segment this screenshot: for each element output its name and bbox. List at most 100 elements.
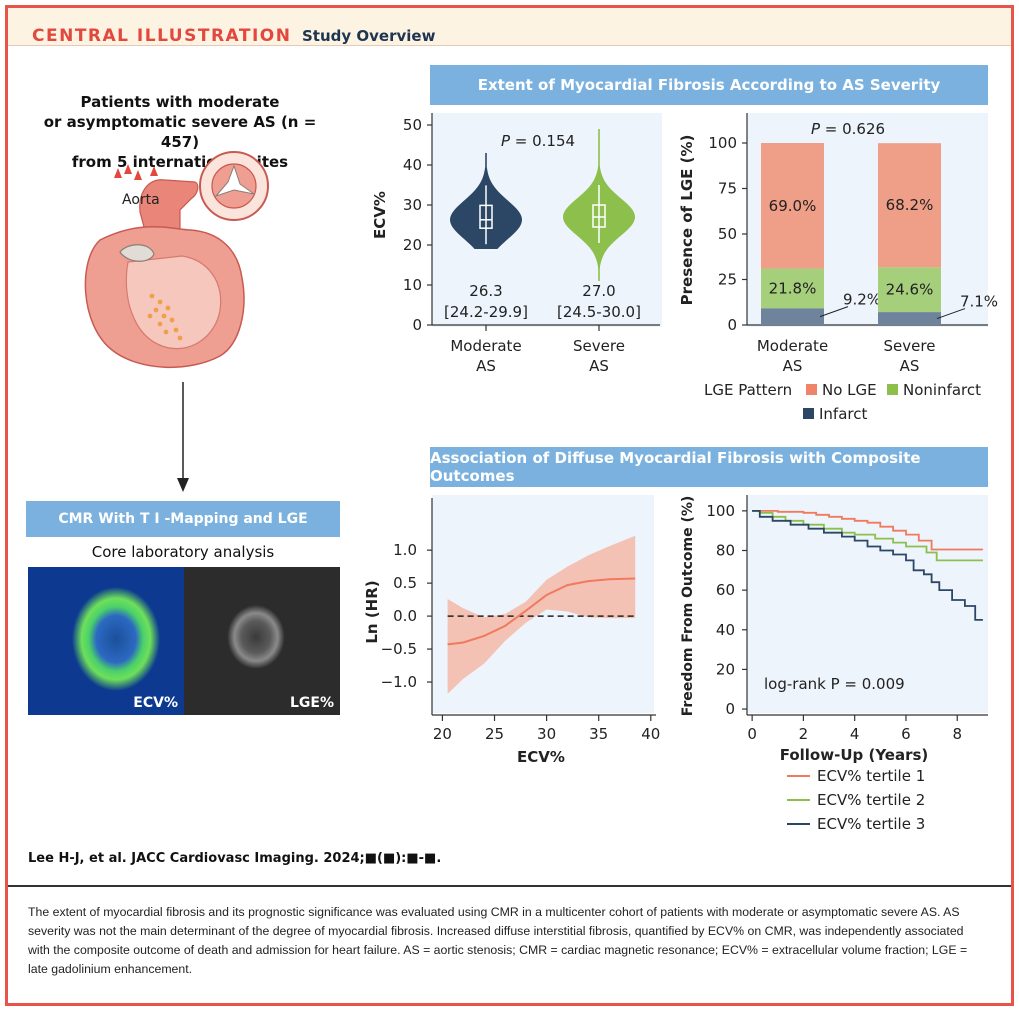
y-tick-label: 0.0 [393, 607, 417, 625]
bar-segment-noninfarct [761, 268, 824, 309]
y-tick-label: 20 [716, 660, 735, 678]
x-tick-label: 4 [850, 725, 860, 743]
x-tick-label: Moderate [450, 337, 521, 355]
aortic-valve-inset [199, 151, 269, 221]
y-axis-label: Freedom From Outcome (%) [680, 496, 696, 717]
cmr-title-bar: CMR With T I -Mapping and LGE [26, 501, 340, 537]
y-tick-label: 40 [403, 156, 422, 174]
y-tick-label: 50 [718, 225, 737, 243]
y-tick-label: −0.5 [381, 640, 417, 658]
ecv-image-label: ECV% [133, 695, 178, 711]
y-tick-label: 25 [718, 271, 737, 289]
bar-value-label: 7.1% [960, 293, 998, 311]
header-subtitle: Study Overview [302, 27, 436, 45]
y-tick-label: 0 [412, 316, 422, 334]
lge-image: LGE% [184, 567, 340, 715]
y-tick-label: 10 [403, 276, 422, 294]
patients-text: Patients with moderate or asymptomatic s… [40, 92, 320, 172]
hazard-ratio-line [447, 577, 636, 646]
outcomes-section-title: Association of Diffuse Myocardial Fibros… [430, 447, 988, 487]
y-tick-label: 80 [716, 541, 735, 559]
aorta-label: Aorta [122, 192, 160, 208]
bar-label-leader [936, 308, 966, 320]
header-bar: CENTRAL ILLUSTRATION Study Overview [8, 8, 1011, 46]
bar-segment-infarct [878, 312, 941, 325]
header-title: CENTRAL ILLUSTRATION [32, 26, 292, 46]
legend-label: No LGE [822, 381, 877, 399]
citation: Lee H-J, et al. JACC Cardiovasc Imaging.… [28, 851, 442, 866]
y-axis-label: ECV% [371, 191, 389, 239]
x-tick-label: 8 [952, 725, 962, 743]
spline-chart: −1.0 −0.5 0.0 0.5 1.0 20 25 30 35 40 ECV% Ln (HR) [363, 498, 660, 766]
p-value-label: P = 0.626 [811, 120, 885, 138]
x-tick-label: 25 [485, 725, 504, 743]
y-tick-label: 0 [725, 700, 735, 718]
y-tick-label: 20 [403, 236, 422, 254]
violin-iqr-label: [24.5-30.0] [557, 303, 641, 321]
y-tick-label: 40 [716, 621, 735, 639]
km-line-ecv-tertile-1 [752, 510, 983, 551]
x-tick-label: 30 [537, 725, 556, 743]
x-tick-label: 35 [589, 725, 608, 743]
bar-segment-no-lge [878, 143, 941, 268]
stacked-bar-chart: 0 25 50 75 100 Presence of LGE (%) P = 0.626 9.… [678, 113, 998, 423]
x-tick-label: AS [900, 357, 920, 375]
bar-value-label: 9.2% [843, 291, 881, 309]
ventricle-wall [125, 255, 222, 350]
bar-value-label: 24.6% [886, 281, 934, 299]
legend-swatch [806, 384, 817, 395]
x-tick-label: AS [476, 357, 496, 375]
legend-label: Infarct [819, 405, 867, 423]
flow-arrow [177, 382, 189, 492]
y-tick-label: 75 [718, 180, 737, 198]
lge-image-label: LGE% [289, 695, 334, 711]
x-tick-label: 20 [433, 725, 452, 743]
y-axis-label: Ln (HR) [363, 580, 381, 643]
valve-shape [119, 244, 155, 262]
bar-label-leader [819, 306, 849, 318]
core-lab-text: Core laboratory analysis [91, 543, 275, 561]
x-tick-label: 6 [901, 725, 911, 743]
y-tick-label: 0 [727, 316, 737, 334]
violin-median-label: 26.3 [469, 282, 502, 300]
y-tick-label: 1.0 [393, 541, 417, 559]
legend-label: ECV% tertile 3 [817, 815, 925, 833]
x-tick-label: 40 [641, 725, 660, 743]
x-tick-label: AS [589, 357, 609, 375]
illustration-frame [5, 5, 1014, 1006]
violin-box [592, 204, 606, 228]
legend-label: ECV% tertile 1 [817, 767, 925, 785]
x-tick-label: AS [783, 357, 803, 375]
violin-median-label: 27.0 [582, 282, 615, 300]
confidence-band [447, 535, 636, 694]
p-value-label: P = 0.154 [501, 132, 575, 150]
x-tick-label: 2 [799, 725, 809, 743]
log-rank-annotation: log-rank P = 0.009 [764, 675, 905, 693]
y-tick-label: 100 [706, 502, 735, 520]
legend-swatch [887, 384, 898, 395]
bar-segment-infarct [761, 308, 824, 325]
km-line-ecv-tertile-3 [752, 510, 983, 621]
km-panel-bg [747, 495, 988, 713]
patients-line-1: Patients with moderate [80, 93, 280, 111]
x-tick-label: Severe [573, 337, 625, 355]
legend-label: Noninfarct [903, 381, 981, 399]
x-axis-label: ECV% [517, 748, 565, 766]
heart-illustration: Aorta [84, 151, 269, 369]
section-divider [8, 885, 1011, 887]
x-tick-label: Moderate [757, 337, 828, 355]
bar-value-label: 68.2% [886, 196, 934, 214]
violin-chart: 0 10 20 30 40 50 ECV% P = 0.154 26.3 [24.2-29.9] M… [371, 113, 660, 375]
y-tick-label: 100 [708, 134, 737, 152]
bar-value-label: 69.0% [769, 197, 817, 215]
violin-box [479, 204, 493, 229]
x-axis-label: Follow-Up (Years) [780, 746, 929, 764]
fibrosis-dots [147, 293, 183, 341]
violin-iqr-label: [24.2-29.9] [444, 303, 528, 321]
kaplan-meier-chart: 0 20 40 60 80 100 0 2 4 6 8 Follow-Up (Years) Freedo… [680, 495, 988, 833]
bar-value-label: 21.8% [769, 279, 817, 297]
ecv-map-image: ECV% [28, 567, 184, 715]
summary-text: The extent of myocardial fibrosis and it… [28, 905, 968, 976]
arrow-marks [114, 164, 158, 180]
x-tick-label: Severe [884, 337, 936, 355]
